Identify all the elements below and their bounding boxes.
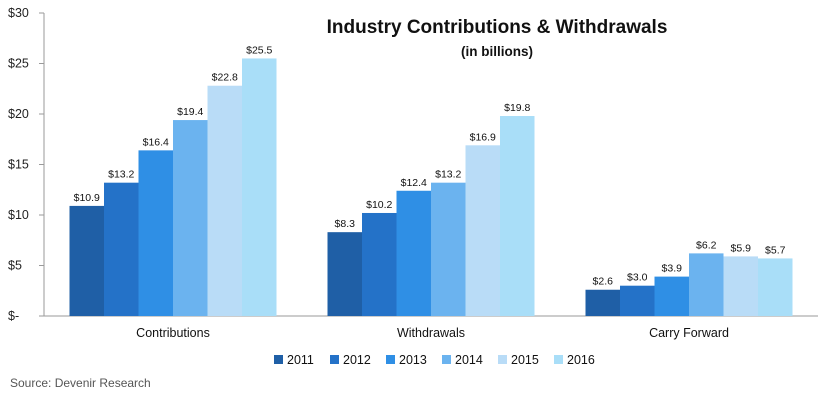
bar-carry-forward-2016 xyxy=(758,258,793,316)
chart-subtitle: (in billions) xyxy=(461,44,533,59)
bar-withdrawals-2015 xyxy=(465,145,500,316)
data-label: $16.4 xyxy=(143,136,169,148)
x-category-label: Carry Forward xyxy=(649,326,729,340)
source-note: Source: Devenir Research xyxy=(10,376,151,390)
legend-swatch-2012 xyxy=(330,355,339,364)
data-label: $13.2 xyxy=(108,169,134,181)
bar-carry-forward-2013 xyxy=(654,276,689,316)
data-label: $10.9 xyxy=(74,192,100,204)
y-tick-label: $- xyxy=(8,309,19,323)
legend-swatch-2013 xyxy=(386,355,395,364)
data-label: $6.2 xyxy=(696,239,717,251)
legend-label-2013: 2013 xyxy=(399,353,427,367)
bar-carry-forward-2012 xyxy=(620,285,655,316)
data-label: $25.5 xyxy=(246,44,272,56)
legend-label-2016: 2016 xyxy=(567,353,595,367)
y-tick-label: $15 xyxy=(8,158,29,172)
legend-label-2011: 2011 xyxy=(287,353,314,367)
data-label: $16.9 xyxy=(470,131,496,143)
data-label: $22.8 xyxy=(212,72,238,84)
y-tick-label: $5 xyxy=(8,259,22,273)
bar-withdrawals-2013 xyxy=(396,190,431,316)
bar-contributions-2014 xyxy=(173,120,208,316)
data-label: $3.0 xyxy=(627,272,648,284)
bar-carry-forward-2014 xyxy=(689,253,724,316)
data-label: $8.3 xyxy=(335,218,356,230)
x-category-label: Withdrawals xyxy=(397,326,465,340)
legend-swatch-2016 xyxy=(554,355,563,364)
data-label: $19.4 xyxy=(177,106,203,118)
legend-label-2015: 2015 xyxy=(511,353,539,367)
bar-withdrawals-2016 xyxy=(500,116,535,317)
bar-contributions-2013 xyxy=(138,150,173,316)
bar-carry-forward-2015 xyxy=(723,256,758,316)
legend-swatch-2015 xyxy=(498,355,507,364)
y-tick-label: $25 xyxy=(8,57,29,71)
legend-label-2012: 2012 xyxy=(343,353,371,367)
legend-label-2014: 2014 xyxy=(455,353,483,367)
bar-contributions-2011 xyxy=(69,205,104,316)
data-label: $13.2 xyxy=(435,169,461,181)
legend-swatch-2014 xyxy=(442,355,451,364)
bar-contributions-2012 xyxy=(104,182,139,316)
category-labels: Contributions Withdrawals Carry Forward xyxy=(136,326,729,340)
chart-title: Industry Contributions & Withdrawals xyxy=(327,17,668,38)
data-label: $5.7 xyxy=(765,244,786,256)
bar-contributions-2015 xyxy=(207,85,242,316)
data-label: $12.4 xyxy=(401,177,427,189)
y-tick-label: $10 xyxy=(8,208,29,222)
y-tick-label: $30 xyxy=(8,6,29,20)
bar-withdrawals-2012 xyxy=(362,212,397,316)
bar-carry-forward-2011 xyxy=(585,289,620,316)
x-category-label: Contributions xyxy=(136,326,210,340)
data-label: $19.8 xyxy=(504,102,530,114)
data-label: $10.2 xyxy=(366,199,392,211)
bar-withdrawals-2014 xyxy=(431,182,466,316)
bar-chart: Industry Contributions & Withdrawals (in… xyxy=(8,6,818,367)
legend-swatch-2011 xyxy=(274,355,283,364)
bar-withdrawals-2011 xyxy=(327,232,362,316)
y-tick-label: $20 xyxy=(8,107,29,121)
data-label: $2.6 xyxy=(593,276,614,288)
bars: $10.9 $13.2 $16.4 $19.4 $22.8 $25.5 $8.3 $10.2 $… xyxy=(69,44,793,317)
data-label: $5.9 xyxy=(731,242,752,254)
bar-contributions-2016 xyxy=(242,58,277,316)
legend[interactable]: 2011 2012 2013 2014 2015 2016 xyxy=(274,353,595,367)
data-label: $3.9 xyxy=(662,263,683,275)
